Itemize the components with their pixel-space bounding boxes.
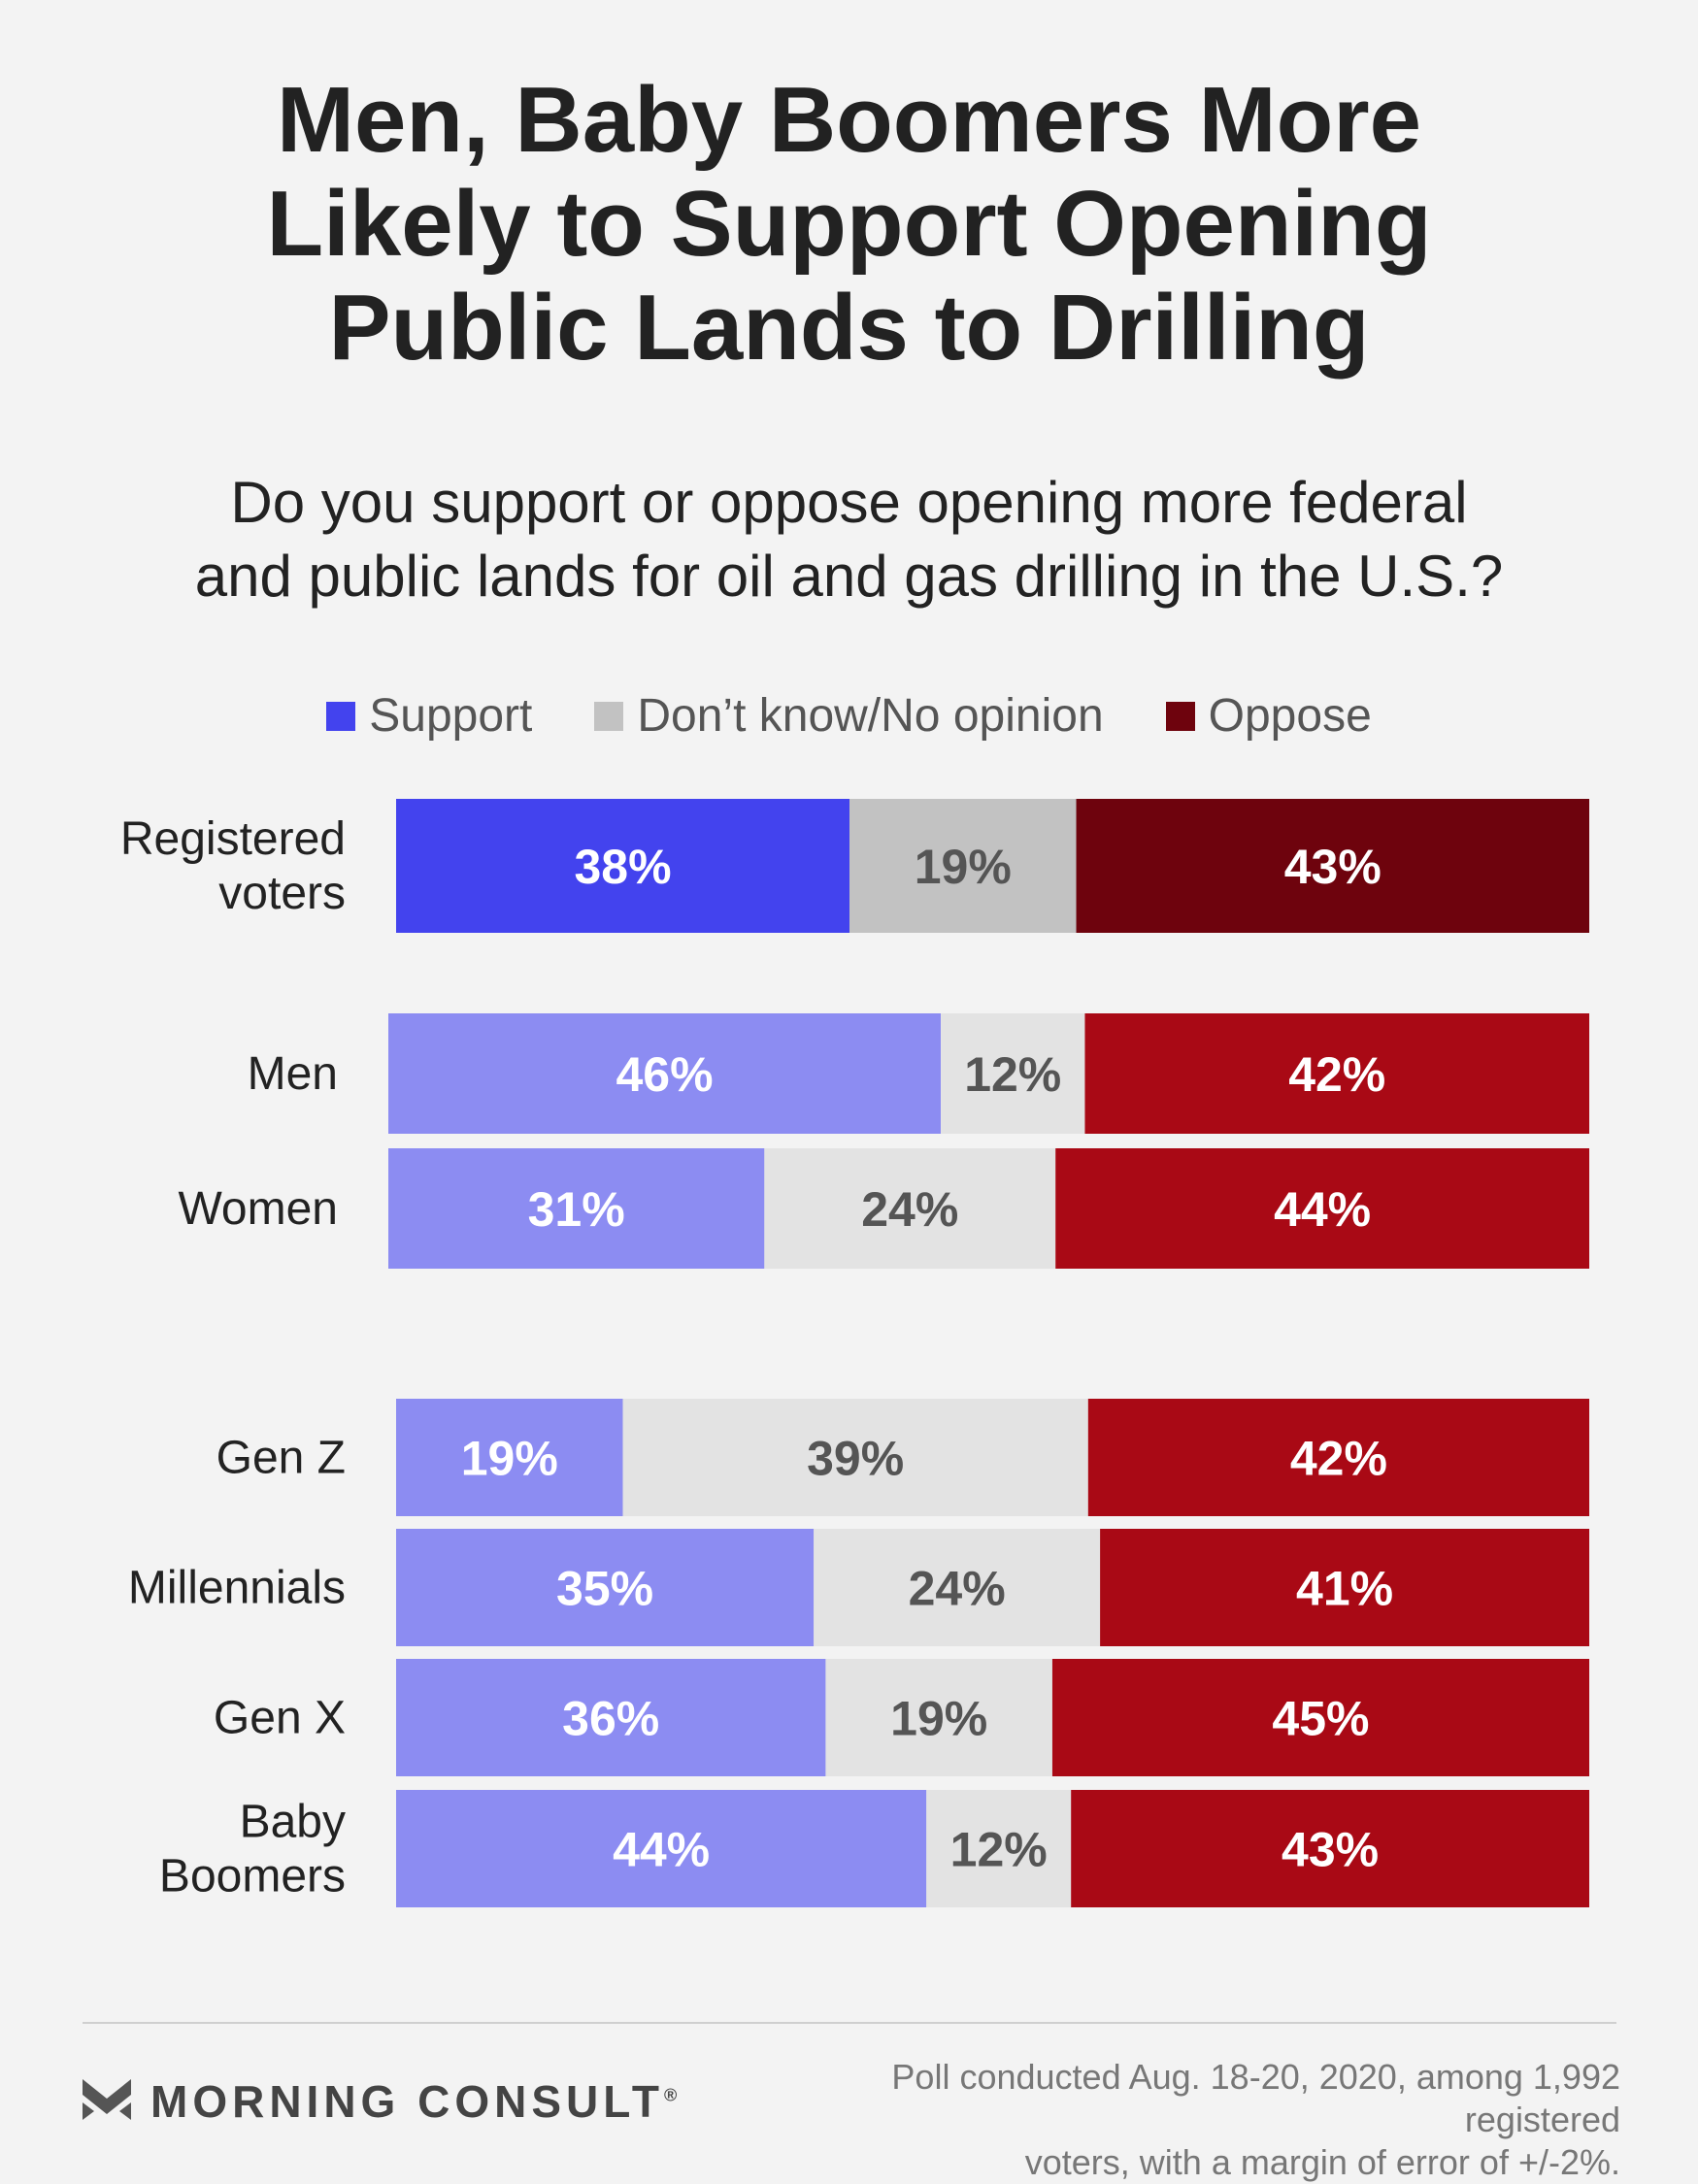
value-label-women-oppose: 44% bbox=[1274, 1182, 1371, 1237]
bar-women-no-opinion bbox=[764, 1148, 1056, 1269]
category-label-line: voters bbox=[218, 868, 346, 919]
category-label-men: Men bbox=[248, 1048, 338, 1100]
bar-baby-boomers-no-opinion bbox=[926, 1790, 1072, 1907]
value-label-millennials-support: 35% bbox=[556, 1562, 653, 1616]
value-label-millennials-oppose: 41% bbox=[1296, 1562, 1393, 1616]
bar-men-oppose bbox=[1084, 1013, 1589, 1134]
category-label-gen-x: Gen X bbox=[214, 1693, 346, 1744]
value-label-gen-z-support: 19% bbox=[461, 1432, 558, 1486]
title-line-1: Men, Baby Boomers More bbox=[277, 68, 1421, 172]
bar-men-no-opinion bbox=[941, 1013, 1085, 1134]
bar-gen-z-no-opinion bbox=[622, 1399, 1088, 1516]
value-label-men-support: 46% bbox=[616, 1047, 713, 1102]
title-line-3: Public Lands to Drilling bbox=[328, 276, 1370, 380]
morning-consult-logo: MORNING CONSULT® bbox=[83, 2075, 677, 2128]
category-label-registered-voters: Registered voters bbox=[120, 813, 346, 919]
brand-name: MORNING CONSULT® bbox=[150, 2075, 677, 2128]
bar-registered-voters-oppose bbox=[1076, 799, 1589, 933]
category-label-line: Registered bbox=[120, 813, 346, 865]
category-label-line: Baby bbox=[240, 1797, 346, 1848]
chart-question: Do you support or oppose opening more fe… bbox=[0, 466, 1698, 613]
category-label-line: Millennials bbox=[128, 1563, 346, 1614]
bar-millennials-support bbox=[396, 1529, 815, 1646]
category-label-millennials: Millennials bbox=[128, 1563, 346, 1614]
value-label-gen-z-oppose: 42% bbox=[1290, 1432, 1387, 1486]
registered-mark: ® bbox=[664, 2085, 678, 2105]
value-label-gen-x-no-opinion: 19% bbox=[890, 1692, 987, 1746]
value-label-men-no-opinion: 12% bbox=[964, 1047, 1061, 1102]
category-label-line: Women bbox=[178, 1183, 338, 1235]
value-label-baby-boomers-support: 44% bbox=[613, 1823, 710, 1877]
value-label-men-oppose: 42% bbox=[1288, 1047, 1385, 1102]
value-label-gen-x-support: 36% bbox=[562, 1692, 659, 1746]
bar-registered-voters-no-opinion bbox=[849, 799, 1077, 933]
category-label-line: Gen X bbox=[214, 1693, 346, 1744]
brand-name-text: MORNING CONSULT bbox=[150, 2076, 665, 2127]
legend-item-no-opinion: Don’t know/No opinion bbox=[594, 689, 1104, 743]
footer-divider bbox=[83, 2022, 1616, 2024]
bar-gen-z-support bbox=[396, 1399, 623, 1516]
bar-gen-x-no-opinion bbox=[825, 1659, 1052, 1776]
bar-baby-boomers-oppose bbox=[1071, 1790, 1589, 1907]
legend-label-support: Support bbox=[369, 690, 533, 742]
note-line-1: Poll conducted Aug. 18-20, 2020, among 1… bbox=[891, 2057, 1620, 2139]
bar-baby-boomers-support bbox=[396, 1790, 927, 1907]
value-label-gen-x-oppose: 45% bbox=[1272, 1692, 1369, 1746]
title-line-2: Likely to Support Opening bbox=[266, 172, 1432, 276]
legend-swatch-support bbox=[326, 701, 356, 731]
value-label-gen-z-no-opinion: 39% bbox=[807, 1432, 904, 1486]
morning-consult-mark-icon bbox=[83, 2079, 131, 2120]
category-label-women: Women bbox=[178, 1183, 338, 1235]
legend-label-no-opinion: Don’t know/No opinion bbox=[637, 690, 1104, 742]
value-label-women-no-opinion: 24% bbox=[861, 1182, 958, 1237]
bar-women-support bbox=[388, 1148, 765, 1269]
chart-title: Men, Baby Boomers More Likely to Support… bbox=[0, 68, 1698, 380]
category-label-line: Gen Z bbox=[216, 1433, 346, 1484]
legend-swatch-no-opinion bbox=[594, 701, 624, 731]
question-line-1: Do you support or oppose opening more fe… bbox=[230, 470, 1468, 535]
value-label-baby-boomers-oppose: 43% bbox=[1282, 1823, 1379, 1877]
value-label-registered-voters-support: 38% bbox=[574, 840, 671, 894]
value-label-women-support: 31% bbox=[528, 1182, 625, 1237]
bar-millennials-oppose bbox=[1100, 1529, 1589, 1646]
bar-gen-z-oppose bbox=[1087, 1399, 1589, 1516]
question-line-2: and public lands for oil and gas drillin… bbox=[194, 544, 1504, 609]
legend-label-oppose: Oppose bbox=[1208, 690, 1372, 742]
legend-swatch-oppose bbox=[1165, 701, 1195, 731]
legend: Support Don’t know/No opinion Oppose bbox=[0, 689, 1698, 743]
value-label-millennials-no-opinion: 24% bbox=[909, 1562, 1006, 1616]
legend-item-support: Support bbox=[326, 689, 532, 743]
legend-item-oppose: Oppose bbox=[1165, 689, 1372, 743]
bar-women-oppose bbox=[1055, 1148, 1589, 1269]
note-line-2: voters, with a margin of error of +/-2%. bbox=[1024, 2142, 1620, 2182]
bar-gen-x-support bbox=[396, 1659, 826, 1776]
bar-men-support bbox=[388, 1013, 942, 1134]
category-label-line: Men bbox=[248, 1048, 338, 1100]
bar-millennials-no-opinion bbox=[814, 1529, 1101, 1646]
bar-registered-voters-support bbox=[396, 799, 850, 933]
category-label-line: Boomers bbox=[159, 1851, 346, 1903]
category-label-baby-boomers: Baby Boomers bbox=[159, 1797, 346, 1903]
value-label-registered-voters-no-opinion: 19% bbox=[915, 840, 1012, 894]
value-label-registered-voters-oppose: 43% bbox=[1284, 840, 1382, 894]
value-label-baby-boomers-no-opinion: 12% bbox=[950, 1823, 1048, 1877]
methodology-note: Poll conducted Aug. 18-20, 2020, among 1… bbox=[747, 2056, 1620, 2184]
category-label-gen-z: Gen Z bbox=[216, 1433, 346, 1484]
bar-gen-x-oppose bbox=[1051, 1659, 1589, 1776]
